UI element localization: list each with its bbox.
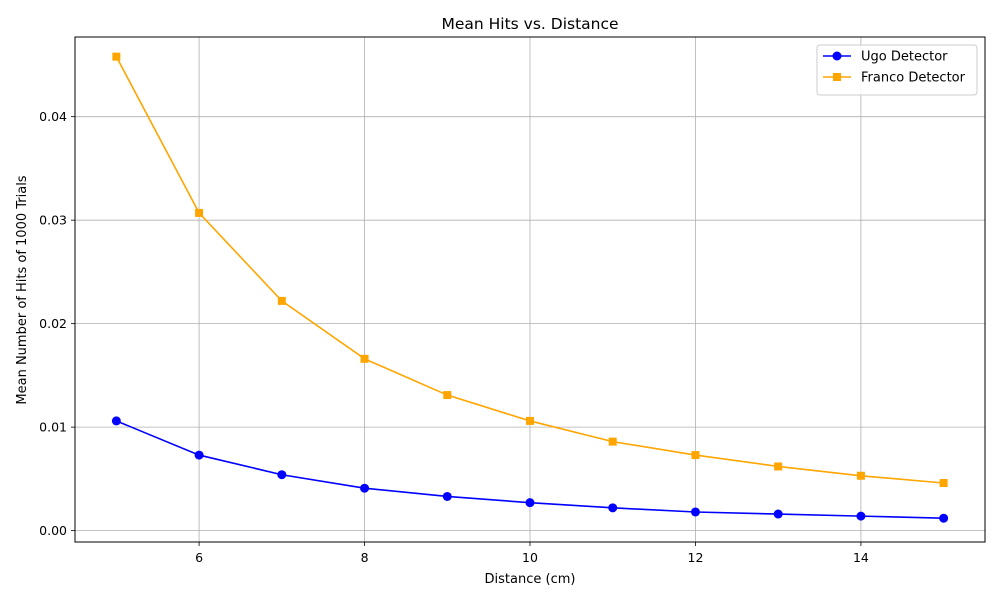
x-tick-label: 12: [688, 550, 704, 565]
x-tick-label: 8: [361, 550, 369, 565]
data-point: [608, 503, 618, 513]
legend: Ugo Detector Franco Detector: [816, 44, 978, 96]
data-point: [774, 462, 783, 471]
data-point: [194, 450, 204, 460]
data-point: [939, 513, 949, 523]
data-point: [360, 483, 370, 493]
data-point: [526, 416, 534, 425]
data-point: [939, 479, 948, 488]
legend-box: [816, 44, 978, 96]
x-axis-label: Distance (cm): [485, 572, 576, 587]
y-tick-label: 0.04: [39, 109, 67, 124]
series-layer: [111, 52, 949, 523]
data-point: [856, 511, 866, 521]
chart-title: Mean Hits vs. Distance: [441, 15, 618, 33]
legend-label: Ugo Detector: [861, 50, 948, 65]
data-point: [112, 52, 121, 61]
data-point: [691, 451, 700, 460]
x-tick-label: 14: [853, 550, 869, 565]
data-point: [277, 296, 286, 305]
x-tick-label: 10: [522, 550, 538, 565]
data-point: [277, 470, 287, 480]
y-axis-label: Mean Number of Hits of 1000 Trials: [15, 175, 30, 404]
data-point: [525, 498, 535, 508]
data-point: [442, 491, 452, 501]
data-point: [856, 471, 865, 480]
y-tick-label: 0.01: [39, 420, 67, 435]
legend-item: Franco Detector: [823, 71, 966, 86]
legend-marker: [833, 73, 841, 81]
data-point: [195, 208, 204, 217]
series-franco-detector: [112, 52, 948, 488]
data-point: [111, 416, 121, 426]
x-axis-ticks: 6 8 10 12 14: [195, 542, 869, 565]
y-tick-label: 0.03: [39, 213, 67, 228]
legend-item: Ugo Detector: [823, 50, 948, 65]
y-tick-label: 0.00: [39, 523, 67, 538]
legend-marker: [832, 51, 842, 61]
legend-label: Franco Detector: [861, 71, 966, 86]
x-tick-label: 6: [195, 550, 203, 565]
grid-lines: [75, 37, 985, 542]
y-tick-label: 0.02: [39, 316, 67, 331]
series-ugo-detector: [111, 416, 949, 523]
y-axis-ticks: 0.00 0.01 0.02 0.03 0.04: [39, 109, 75, 538]
data-point: [773, 509, 783, 519]
data-point: [443, 391, 452, 400]
data-point: [360, 354, 369, 363]
data-point: [608, 437, 617, 446]
data-point: [690, 507, 700, 517]
